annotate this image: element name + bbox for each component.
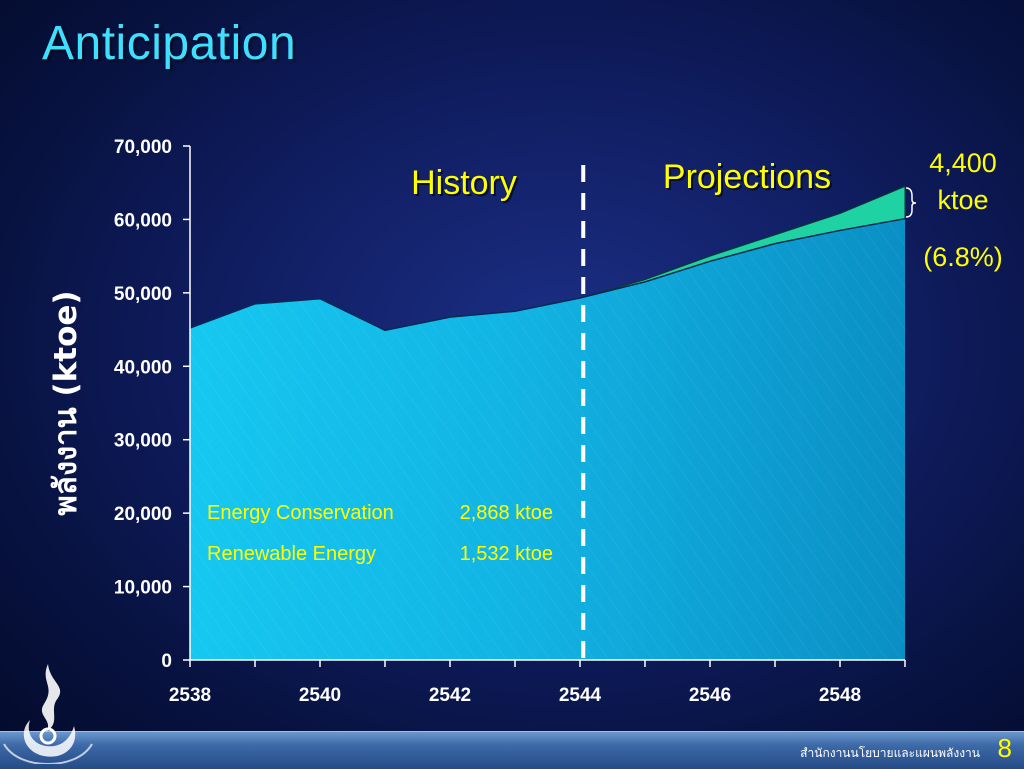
savings-brace xyxy=(906,188,916,217)
y-tick-label: 70,000 xyxy=(114,137,172,158)
history-label: History xyxy=(411,164,517,202)
breakdown-value: 1,532 ktoe xyxy=(460,543,553,565)
y-tick-label: 50,000 xyxy=(114,284,172,305)
page-number: 8 xyxy=(998,733,1012,764)
y-axis-title: พลังงาน (ktoe) xyxy=(48,290,84,515)
y-tick-label: 10,000 xyxy=(114,578,172,599)
breakdown-label: Energy Conservation xyxy=(207,502,394,524)
y-tick-label: 40,000 xyxy=(114,357,172,378)
area-hatch-overlay xyxy=(190,219,905,660)
savings-percent: (6.8%) xyxy=(923,242,1003,272)
x-tick-label: 2548 xyxy=(819,685,861,706)
y-tick-label: 20,000 xyxy=(114,504,172,525)
breakdown-label: Renewable Energy xyxy=(207,543,376,565)
savings-unit: ktoe xyxy=(937,185,988,215)
x-tick-label: 2544 xyxy=(559,685,602,706)
ministry-logo-icon xyxy=(0,660,96,764)
projections-label: Projections xyxy=(663,158,831,196)
savings-value: 4,400 xyxy=(929,148,997,178)
energy-area-chart: 0 10,000 20,000 30,000 40,000 50,000 60,000 70,… xyxy=(0,0,1024,730)
breakdown-value: 2,868 ktoe xyxy=(460,502,553,524)
x-tick-label: 2546 xyxy=(689,685,731,706)
footer-org-name: สำนักงานนโยบายและแผนพลังงาน xyxy=(800,744,980,763)
x-tick-label: 2538 xyxy=(169,685,211,706)
x-tick-label: 2542 xyxy=(429,685,471,706)
y-tick-label: 60,000 xyxy=(114,210,172,231)
y-tick-label: 30,000 xyxy=(114,431,172,452)
y-tick-label: 0 xyxy=(161,651,172,672)
x-tick-label: 2540 xyxy=(299,685,341,706)
